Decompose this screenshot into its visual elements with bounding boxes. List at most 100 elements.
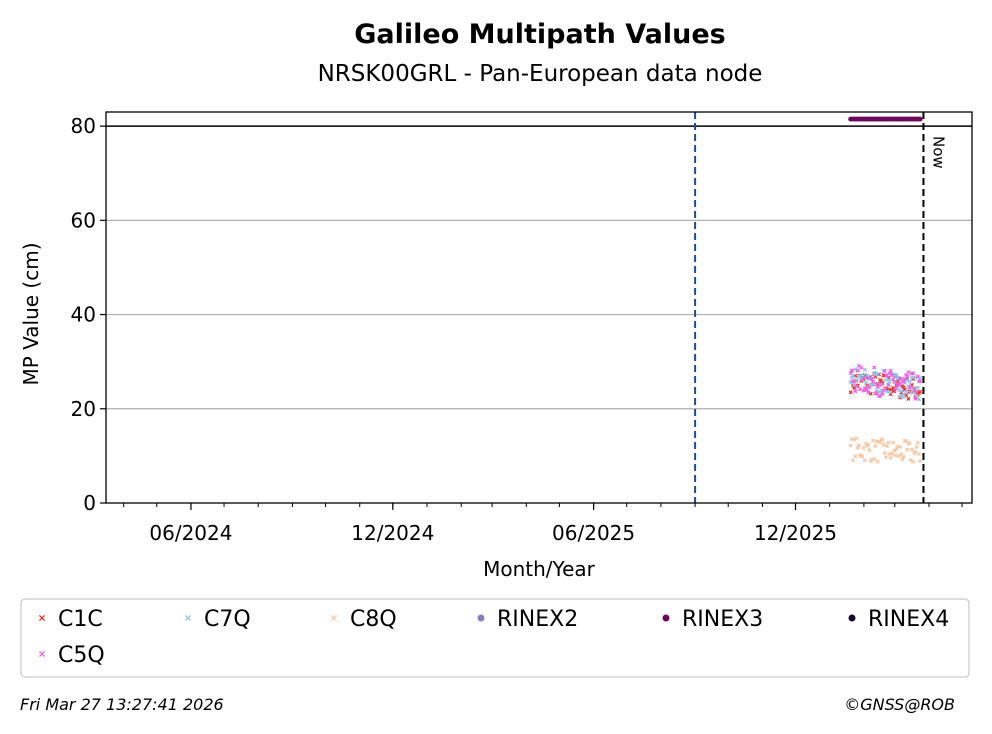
point-c8q xyxy=(900,457,905,462)
footer-timestamp: Fri Mar 27 13:27:41 2026 xyxy=(20,695,224,714)
point-c8q xyxy=(885,443,890,448)
y-axis-ticks: 0 20 40 60 80 xyxy=(71,114,106,515)
point-c7q xyxy=(887,379,892,384)
point-c8q xyxy=(881,442,886,447)
legend-label-c5q: C5Q xyxy=(58,643,105,668)
point-c7q xyxy=(896,387,902,393)
legend-label-rinex3: RINEX3 xyxy=(682,607,763,632)
x-tick-label: 06/2025 xyxy=(552,521,635,545)
point-c7q xyxy=(874,388,879,393)
point-c5q xyxy=(915,374,920,379)
point-c7q xyxy=(895,376,900,381)
point-c8q xyxy=(854,436,859,441)
y-tick-label: 40 xyxy=(71,303,96,327)
point-c5q xyxy=(859,365,864,370)
point-c8q xyxy=(888,455,893,460)
point-c5q xyxy=(911,371,916,376)
point-c5q xyxy=(905,374,910,379)
point-c7q xyxy=(915,385,920,390)
point-c5q xyxy=(872,365,877,370)
legend-label-rinex2: RINEX2 xyxy=(497,607,578,632)
point-c7q xyxy=(894,372,899,377)
point-c5q xyxy=(892,379,897,385)
point-c7q xyxy=(903,389,909,395)
point-c7q xyxy=(862,367,867,372)
point-c8q xyxy=(872,457,877,462)
point-c7q xyxy=(899,388,904,394)
point-c5q xyxy=(868,374,873,379)
legend-label-rinex4: RINEX4 xyxy=(868,607,949,632)
point-c7q xyxy=(858,374,863,379)
point-c8q xyxy=(882,450,887,456)
point-c1c xyxy=(906,396,911,401)
point-c5q xyxy=(863,375,869,380)
point-c5q xyxy=(867,385,872,390)
x-axis-label: Month/Year xyxy=(483,557,596,581)
point-c7q xyxy=(916,397,922,402)
point-c8q xyxy=(901,454,906,459)
point-c8q xyxy=(856,443,861,448)
point-c8q xyxy=(915,440,920,445)
x-tick-label: 12/2024 xyxy=(351,521,434,545)
point-c8q xyxy=(918,458,923,463)
point-c1c xyxy=(918,389,923,394)
point-c7q xyxy=(885,389,890,394)
point-c5q xyxy=(888,368,893,373)
point-c5q xyxy=(890,377,896,382)
point-c5q xyxy=(855,368,860,373)
legend-label-c1c: C1C xyxy=(58,607,103,632)
legend-box xyxy=(20,598,970,678)
point-c5q xyxy=(913,396,918,401)
point-c1c xyxy=(848,390,853,395)
point-c8q xyxy=(889,451,894,456)
grid-lines xyxy=(106,125,972,410)
point-c5q xyxy=(866,390,871,395)
point-c8q xyxy=(914,444,919,449)
point-c5q xyxy=(881,388,886,393)
point-c5q xyxy=(848,371,853,376)
legend-marker-c5q xyxy=(38,650,46,658)
point-c7q xyxy=(898,394,903,399)
point-c5q xyxy=(874,382,879,387)
point-c5q xyxy=(914,389,919,394)
point-c5q xyxy=(853,389,858,394)
legend-marker-c7q xyxy=(184,614,192,622)
point-c8q xyxy=(886,440,891,445)
point-c8q xyxy=(894,447,899,452)
point-c8q xyxy=(905,447,910,452)
point-c8q xyxy=(861,446,866,451)
point-c7q xyxy=(914,394,919,399)
point-c8q xyxy=(848,443,853,448)
x-axis-ticks: 06/2024 12/2024 06/2025 12/2025 xyxy=(123,503,963,545)
point-c8q xyxy=(866,442,871,448)
legend-label-c7q: C7Q xyxy=(204,607,251,632)
point-c8q xyxy=(875,459,880,464)
legend-marker-c1c xyxy=(38,614,46,622)
point-c8q xyxy=(860,454,865,459)
point-c5q xyxy=(886,382,891,388)
point-c7q xyxy=(863,380,869,385)
point-c8q xyxy=(873,444,878,449)
point-c8q xyxy=(883,455,889,460)
point-c5q xyxy=(870,379,876,384)
plot-area: Now 06/2024 12/2024 06/2025 12/2025 0 20 40 60… xyxy=(71,111,973,545)
legend-marker-rinex2 xyxy=(477,614,485,622)
point-c7q xyxy=(909,375,914,380)
point-c1c xyxy=(892,389,897,394)
point-c8q xyxy=(916,451,922,456)
point-c8q xyxy=(903,438,909,443)
point-c8q xyxy=(853,454,858,459)
point-c7q xyxy=(875,372,880,377)
point-c8q xyxy=(911,459,916,464)
legend-marker-rinex3 xyxy=(662,614,670,622)
point-c5q xyxy=(889,373,894,378)
point-c8q xyxy=(890,440,896,445)
legend-label-c8q: C8Q xyxy=(350,607,397,632)
now-label: Now xyxy=(929,136,947,169)
point-c5q xyxy=(918,378,923,383)
point-c5q xyxy=(906,370,911,375)
point-c8q xyxy=(907,440,912,446)
point-c7q xyxy=(883,377,889,382)
point-c8q xyxy=(850,458,856,463)
legend: C1C C7Q C8Q RINEX2 RINEX3 RINEX4 C5Q xyxy=(38,607,949,668)
